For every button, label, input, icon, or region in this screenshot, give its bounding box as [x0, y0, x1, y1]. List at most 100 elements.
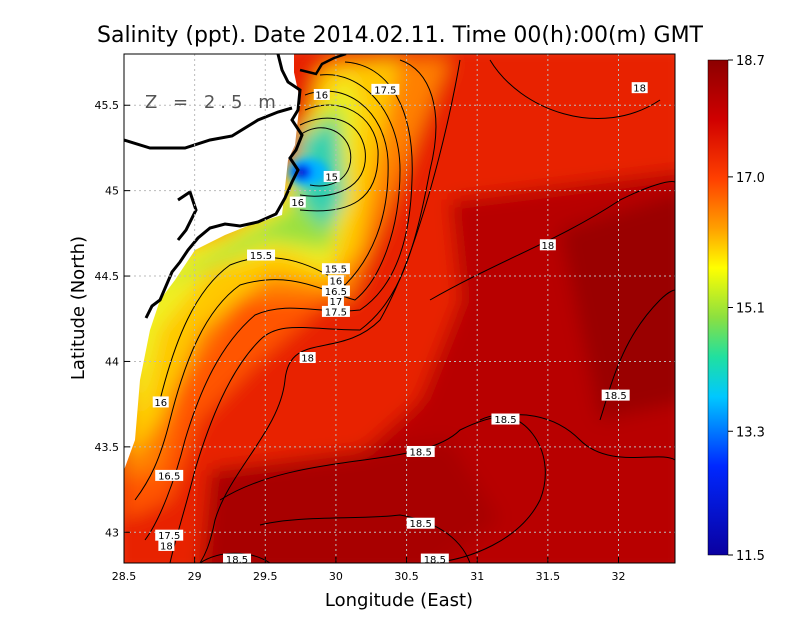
y-axis: 43 43.5 44 44.5 45 45.5 [95, 99, 130, 539]
contour-label-box [371, 83, 400, 95]
contour-label: 18.5 [601, 389, 630, 402]
colorbar-gradient [707, 59, 729, 556]
x-axis-label: Longitude (East) [325, 590, 473, 611]
colorbar-ticks: 18.7 17.0 15.1 13.3 11.5 [728, 54, 765, 564]
contour-label: 18.5 [406, 445, 435, 458]
contour-label-text: 16.5 [325, 287, 347, 298]
contour-label: 18.5 [420, 553, 449, 566]
contour-label: 18.5 [223, 553, 252, 566]
contour-label-box [406, 517, 435, 529]
contour-label-box [313, 88, 330, 100]
contour-label-text: 16 [154, 398, 167, 409]
contour-label-text: 17 [330, 297, 343, 308]
contour-label-text: 18.5 [424, 555, 446, 566]
y-tick-label: 43 [105, 526, 119, 539]
contour-label-box [158, 539, 175, 551]
contour-label-text: 18 [633, 84, 646, 95]
contour-label-box [321, 305, 350, 317]
contour-label: 16 [313, 88, 330, 101]
contour-label-box [420, 553, 449, 563]
contour-label-text: 17.5 [374, 85, 396, 96]
y-tick-label: 45 [105, 185, 119, 198]
contour-label: 16 [152, 396, 169, 409]
y-axis-label: Latitude (North) [68, 236, 89, 380]
y-tick-label: 44.5 [95, 270, 120, 283]
x-tick-label: 29.5 [253, 570, 278, 583]
contour-label-box [289, 196, 306, 208]
y-tick-label: 43.5 [95, 441, 120, 454]
contour-label-text: 18.5 [410, 447, 432, 458]
contour-label-text: 18.5 [605, 391, 627, 402]
contour-label-text: 15.5 [250, 251, 272, 262]
contour-label: 15 [323, 170, 340, 183]
contour-label-box [299, 352, 316, 364]
contour-label: 16 [289, 196, 306, 209]
contour-labels: 16 17.5151615.515.51616.51717.51818181616… [152, 82, 648, 566]
contour-label-box [327, 295, 344, 307]
colorbar-tick-label: 18.7 [736, 54, 765, 69]
y-tick-label: 44 [105, 355, 119, 368]
coastline [124, 54, 304, 319]
contour-label: 16.5 [155, 469, 184, 482]
contour-label-box [323, 170, 340, 182]
contour-label-box [491, 413, 520, 425]
contour-label-text: 18.5 [410, 519, 432, 530]
contour-label-text: 16 [330, 277, 343, 288]
contour-label: 18 [158, 539, 175, 552]
contour-label-text: 16 [291, 198, 304, 209]
contour-label-text: 15.5 [325, 265, 347, 276]
contour-label-text: 18 [541, 241, 554, 252]
x-tick-label: 31 [470, 570, 484, 583]
contour-label-text: 18 [301, 354, 314, 365]
contour-label-box [601, 389, 630, 401]
contour-label-text: 16.5 [158, 471, 180, 482]
contour-label-box [539, 239, 556, 251]
contour-label-box [406, 445, 435, 457]
contour-label-box [155, 529, 184, 541]
contour-lines [134, 59, 675, 563]
colorbar-tick-label: 17.0 [736, 171, 765, 186]
contour-label-text: 18 [160, 541, 173, 552]
depth-annotation: Z = 2.5 m [145, 92, 281, 113]
contour-label-text: 17.5 [158, 531, 180, 542]
land-mask [124, 54, 300, 470]
contour-label-box [155, 469, 184, 481]
contour-label: 18.5 [491, 413, 520, 426]
grid-lines [124, 54, 675, 563]
contour-label: 15.5 [321, 263, 350, 276]
colorbar-tick-label: 13.3 [736, 425, 765, 440]
y-tick-label: 45.5 [95, 99, 120, 112]
x-axis: 28.5 29 29.5 30 30.5 31 31.5 32 [112, 557, 625, 583]
contour-label-box [247, 249, 276, 261]
x-tick-label: 28.5 [112, 570, 137, 583]
contour-label: 16 [327, 275, 344, 288]
contour-label: 17.5 [155, 529, 184, 542]
contour-label-text: 18.5 [226, 555, 248, 566]
contour-label-text: 17.5 [325, 307, 347, 318]
x-tick-label: 31.5 [536, 570, 561, 583]
chart-title: Salinity (ppt). Date 2014.02.11. Time 00… [97, 23, 704, 48]
x-tick-label: 32 [611, 570, 625, 583]
colorbar-tick-label: 11.5 [736, 549, 765, 564]
contour-label-text: 16 [315, 90, 328, 101]
contour-label-text: 18.5 [494, 415, 516, 426]
contour-label: 18 [539, 239, 556, 252]
colorbar-tick-label: 15.1 [736, 302, 765, 317]
contour-label-box [152, 396, 169, 408]
colorbar: 18.7 17.0 15.1 13.3 11.5 [707, 54, 765, 564]
contour-label-box [631, 82, 648, 94]
plot-area: 16 17.5151615.515.51616.51717.51818181616… [124, 54, 675, 566]
contour-label: 18 [299, 352, 316, 365]
x-tick-label: 29 [188, 570, 202, 583]
x-tick-label: 30.5 [394, 570, 419, 583]
contour-label: 17.5 [371, 83, 400, 96]
contour-label-box [321, 263, 350, 275]
contour-label: 17.5 [321, 305, 350, 318]
contour-label: 17 [327, 295, 344, 308]
contour-label-box [223, 553, 252, 563]
contour-label: 15.5 [247, 249, 276, 262]
contour-label: 18.5 [406, 517, 435, 530]
contour-label-text: 15 [325, 172, 338, 183]
x-tick-label: 30 [329, 570, 343, 583]
